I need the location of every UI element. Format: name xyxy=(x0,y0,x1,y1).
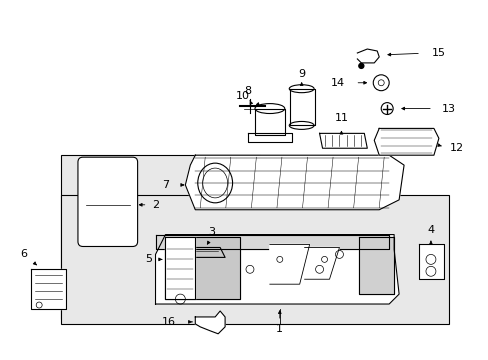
Text: 4: 4 xyxy=(427,225,434,235)
Circle shape xyxy=(372,75,388,91)
Text: 13: 13 xyxy=(441,104,455,113)
Text: 7: 7 xyxy=(162,180,169,190)
Text: 9: 9 xyxy=(298,69,305,79)
Polygon shape xyxy=(418,244,443,279)
Polygon shape xyxy=(155,235,388,249)
Polygon shape xyxy=(373,129,438,155)
Text: 6: 6 xyxy=(20,249,27,260)
Polygon shape xyxy=(289,89,314,125)
FancyBboxPatch shape xyxy=(78,157,137,247)
Polygon shape xyxy=(155,235,398,304)
Bar xyxy=(61,195,448,324)
Polygon shape xyxy=(254,109,284,135)
Text: 15: 15 xyxy=(431,48,445,58)
Polygon shape xyxy=(247,133,291,142)
Text: 12: 12 xyxy=(449,143,463,153)
Text: 3: 3 xyxy=(208,226,215,237)
Text: 8: 8 xyxy=(244,86,251,96)
Polygon shape xyxy=(269,244,309,284)
Polygon shape xyxy=(165,237,195,299)
Text: 2: 2 xyxy=(152,200,159,210)
Polygon shape xyxy=(185,155,403,210)
Polygon shape xyxy=(359,237,393,294)
Text: 14: 14 xyxy=(330,78,344,88)
Polygon shape xyxy=(195,311,224,334)
Polygon shape xyxy=(165,237,240,299)
Text: 16: 16 xyxy=(161,317,175,327)
Polygon shape xyxy=(357,49,379,63)
Polygon shape xyxy=(304,247,339,279)
Polygon shape xyxy=(31,269,66,309)
Bar xyxy=(61,155,260,319)
Text: 5: 5 xyxy=(145,255,152,264)
Text: 1: 1 xyxy=(276,324,283,334)
Circle shape xyxy=(358,63,363,68)
Polygon shape xyxy=(180,247,224,257)
Text: 11: 11 xyxy=(334,113,348,123)
Circle shape xyxy=(381,103,392,114)
Polygon shape xyxy=(319,133,366,148)
Text: 10: 10 xyxy=(236,91,249,101)
